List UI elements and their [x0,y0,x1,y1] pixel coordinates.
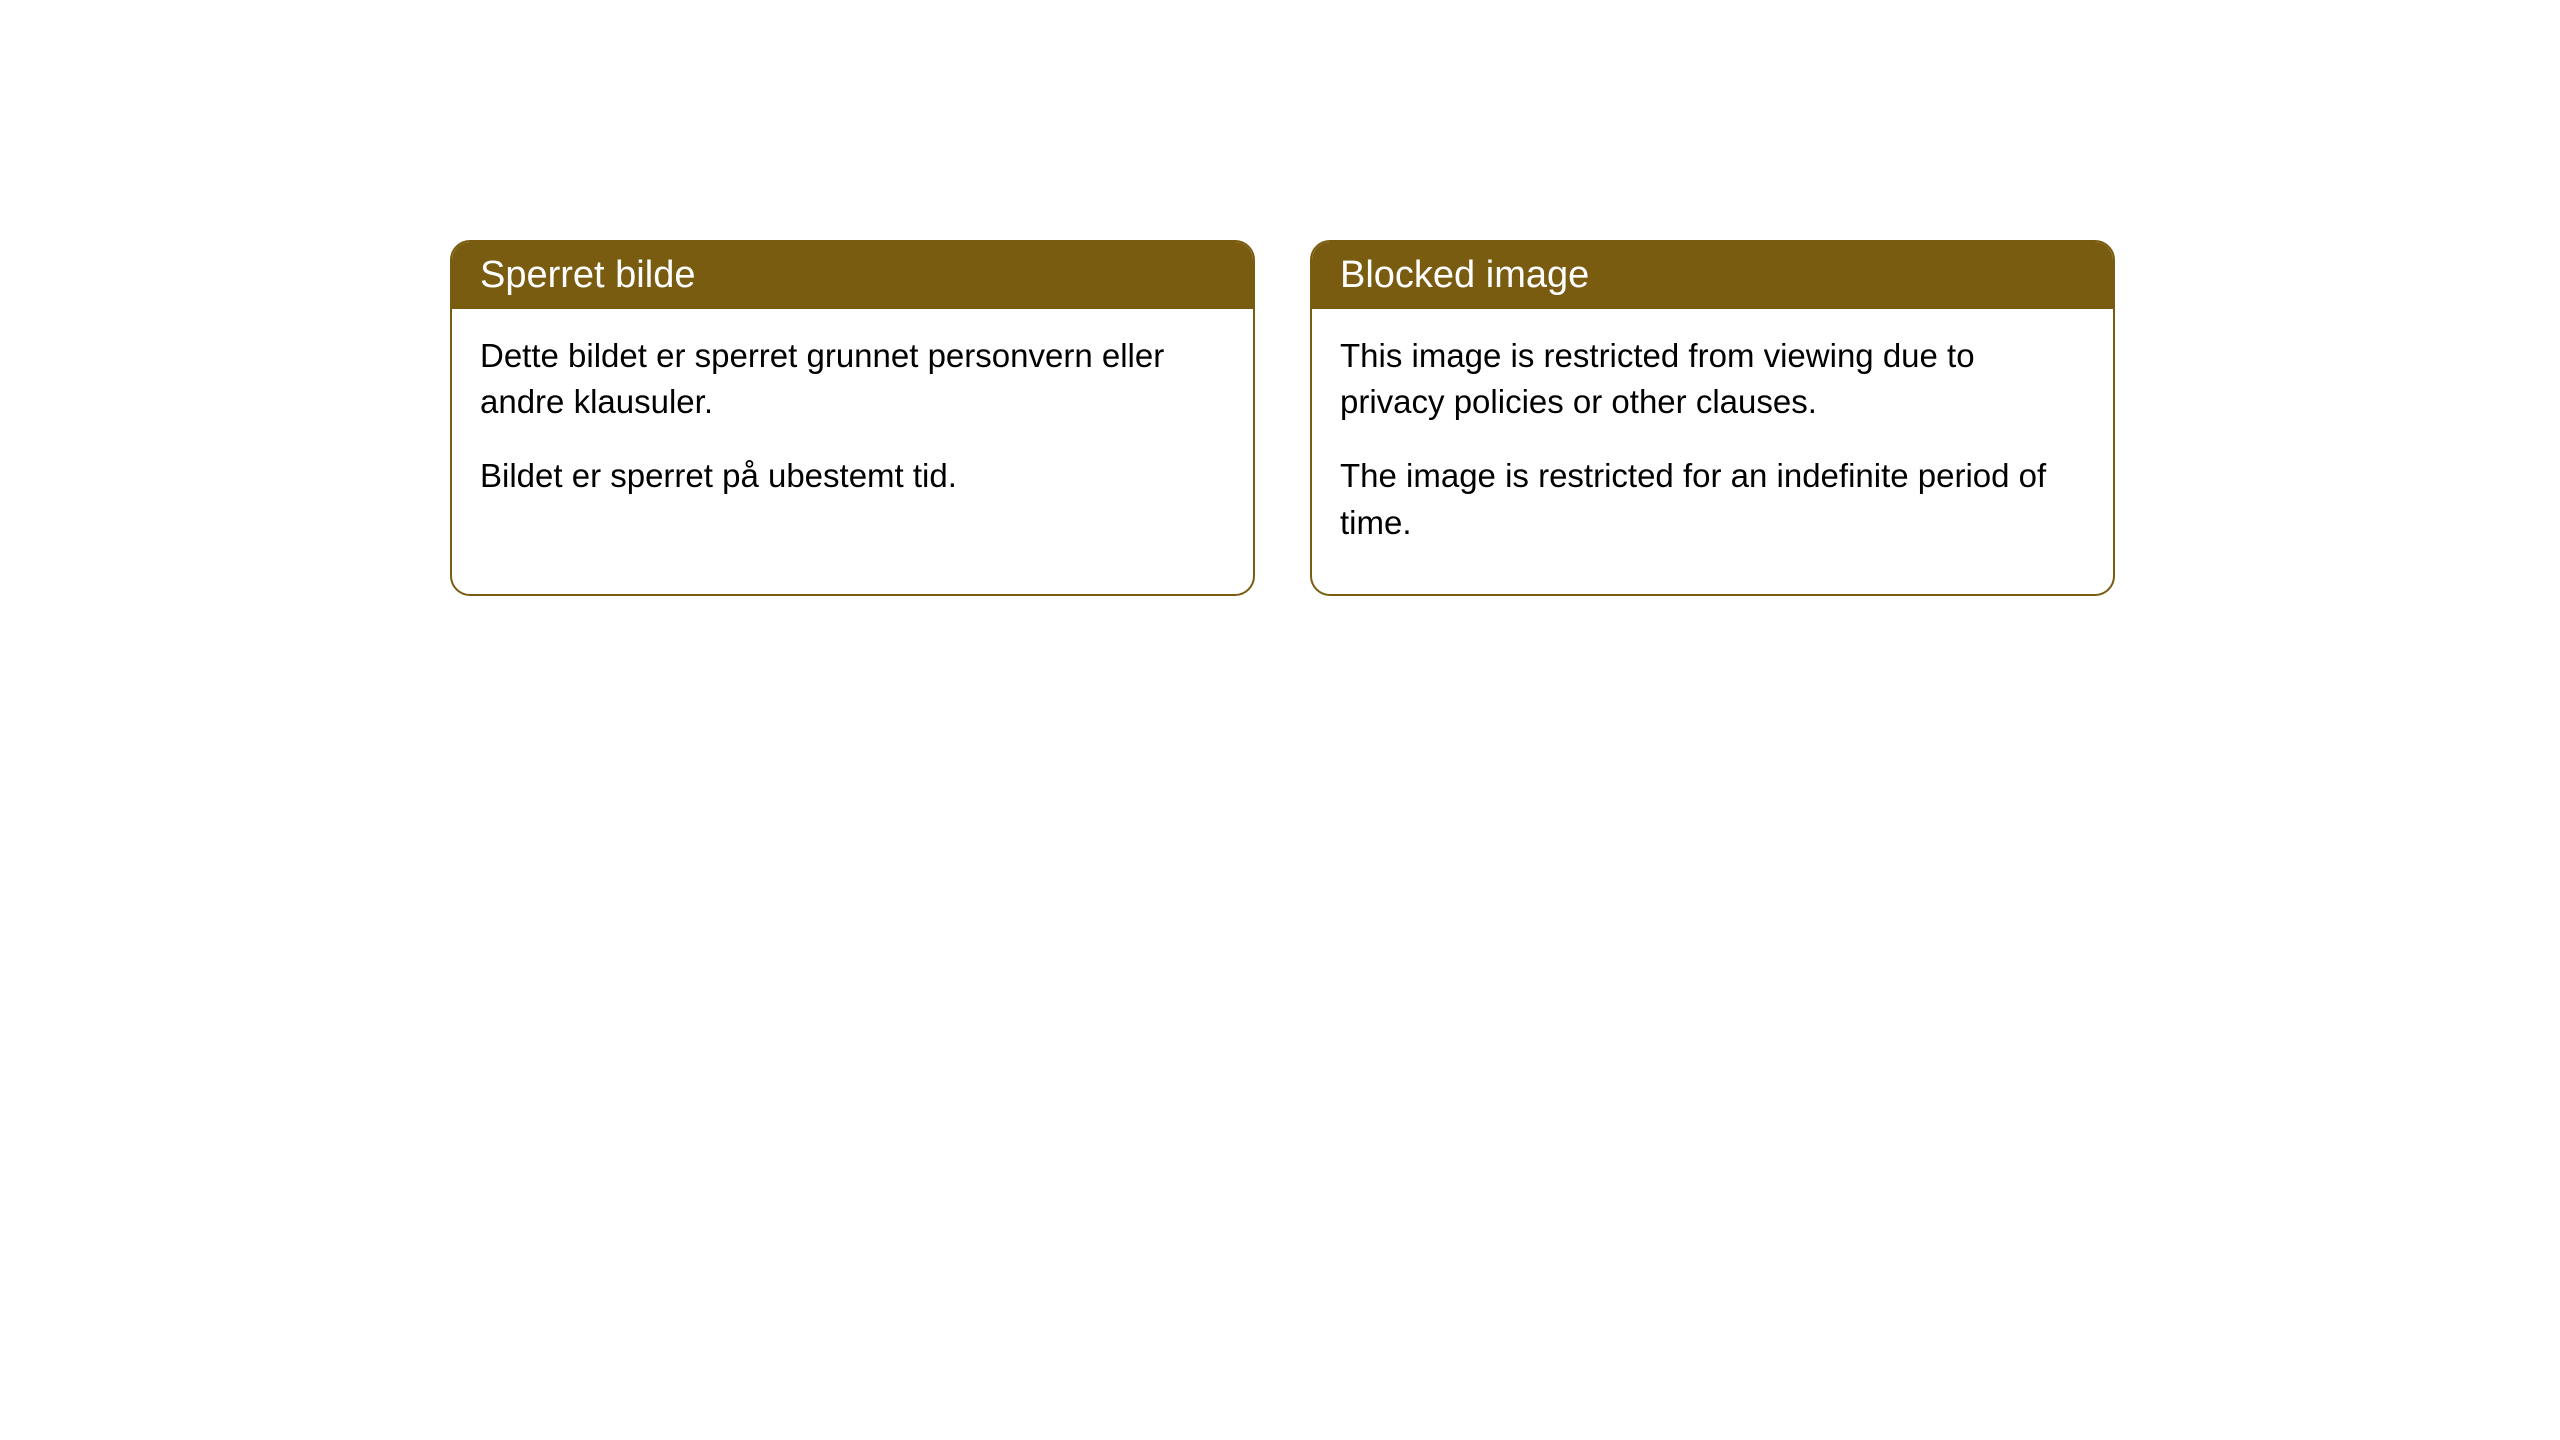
card-paragraph-1-english: This image is restricted from viewing du… [1340,333,2085,425]
card-title-english: Blocked image [1340,254,1589,296]
card-body-english: This image is restricted from viewing du… [1312,309,2113,594]
card-header-english: Blocked image [1312,242,2113,309]
card-body-norwegian: Dette bildet er sperret grunnet personve… [452,309,1253,548]
card-paragraph-2-english: The image is restricted for an indefinit… [1340,453,2085,545]
card-paragraph-1-norwegian: Dette bildet er sperret grunnet personve… [480,333,1225,425]
notice-cards-container: Sperret bilde Dette bildet er sperret gr… [450,240,2560,596]
blocked-image-card-english: Blocked image This image is restricted f… [1310,240,2115,596]
card-title-norwegian: Sperret bilde [480,254,695,296]
card-header-norwegian: Sperret bilde [452,242,1253,309]
card-paragraph-2-norwegian: Bildet er sperret på ubestemt tid. [480,453,1225,499]
blocked-image-card-norwegian: Sperret bilde Dette bildet er sperret gr… [450,240,1255,596]
